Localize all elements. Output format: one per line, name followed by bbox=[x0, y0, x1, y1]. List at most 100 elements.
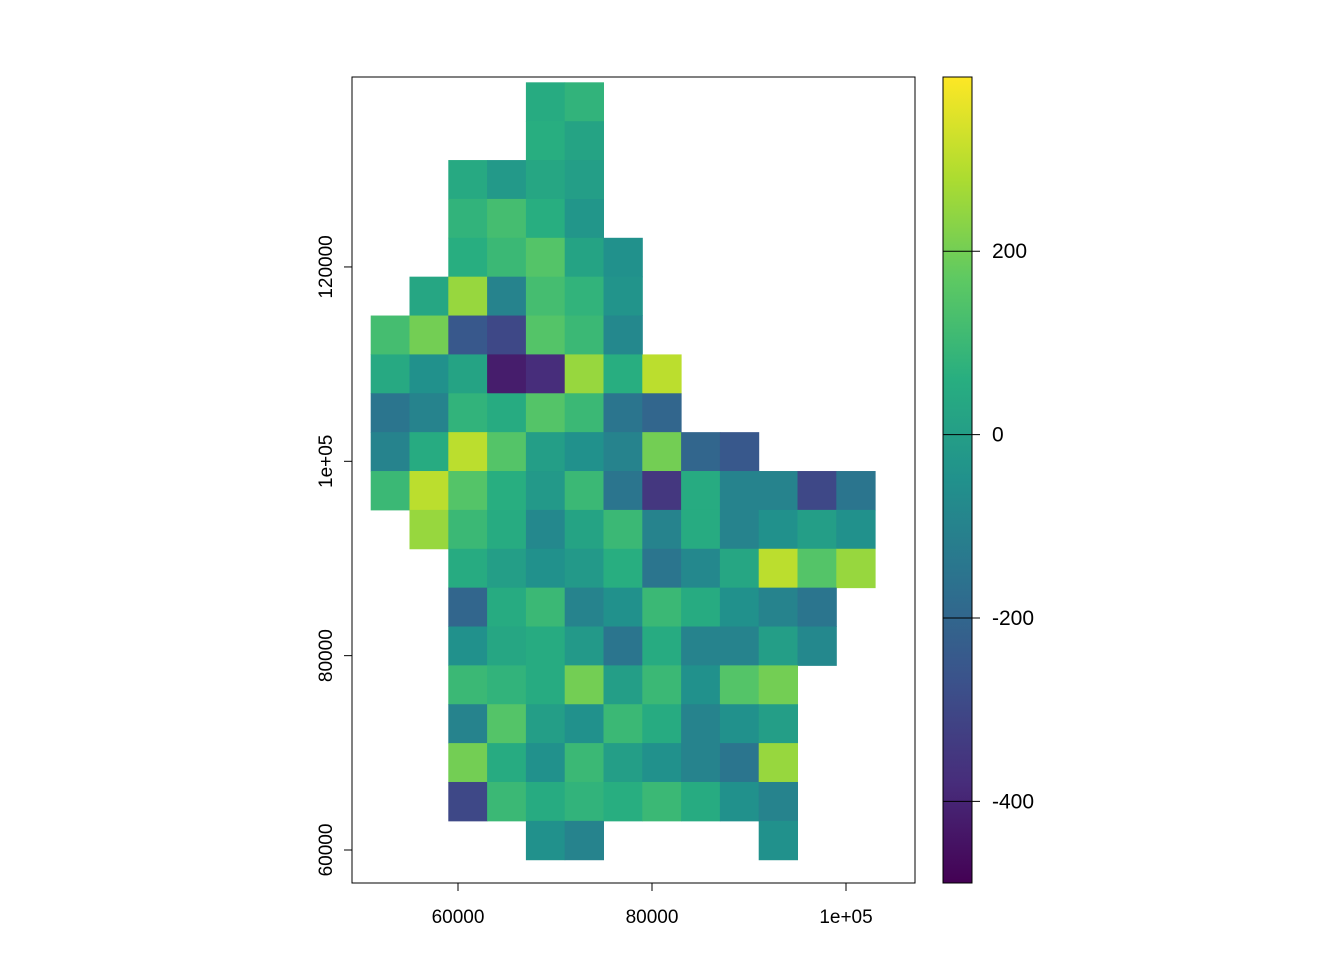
raster-cell bbox=[758, 665, 799, 705]
raster-cell bbox=[797, 509, 837, 550]
raster-cell bbox=[564, 781, 605, 822]
colorbar-tick-label: 0 bbox=[992, 424, 1004, 447]
raster-cell bbox=[681, 781, 721, 822]
raster-cell bbox=[564, 121, 605, 161]
raster-cell bbox=[719, 665, 760, 705]
raster-cell bbox=[409, 393, 449, 433]
raster-cell bbox=[564, 548, 605, 589]
raster-cell bbox=[409, 315, 449, 355]
raster-cell bbox=[525, 743, 566, 783]
raster-cell bbox=[603, 315, 643, 355]
raster-cell bbox=[642, 626, 682, 666]
raster-cell bbox=[564, 393, 605, 433]
raster-cell bbox=[797, 587, 837, 628]
raster-cell bbox=[564, 160, 605, 200]
raster-cell bbox=[642, 704, 682, 744]
raster-cell bbox=[603, 237, 643, 278]
raster-cell bbox=[642, 743, 682, 783]
raster-cell bbox=[525, 121, 566, 161]
colorbar-tick-label: -200 bbox=[992, 607, 1034, 630]
raster-cell bbox=[525, 704, 566, 744]
raster-cell bbox=[797, 548, 837, 589]
raster-cell bbox=[719, 432, 760, 472]
raster-cell bbox=[758, 548, 799, 589]
raster-cell bbox=[642, 432, 682, 472]
raster-cell bbox=[525, 276, 566, 317]
raster-cell bbox=[487, 315, 527, 355]
raster-cell bbox=[409, 432, 449, 472]
raster-cell bbox=[448, 237, 488, 278]
raster-cell bbox=[758, 704, 799, 744]
raster-cell bbox=[487, 704, 527, 744]
raster-cell bbox=[409, 509, 449, 550]
raster-cell bbox=[719, 548, 760, 589]
raster-cell bbox=[525, 820, 566, 861]
raster-cell bbox=[487, 432, 527, 472]
raster-cell bbox=[487, 237, 527, 278]
raster-cell bbox=[797, 626, 837, 666]
raster-cell bbox=[603, 548, 643, 589]
raster-cell bbox=[564, 432, 605, 472]
raster-cell bbox=[525, 237, 566, 278]
raster-cell bbox=[525, 509, 566, 550]
raster-cell bbox=[564, 82, 605, 122]
raster-cell bbox=[681, 509, 721, 550]
raster-cell bbox=[448, 198, 488, 239]
raster-cell bbox=[448, 626, 488, 666]
raster-cell bbox=[525, 471, 566, 511]
raster-cell bbox=[719, 626, 760, 666]
raster-cell bbox=[487, 665, 527, 705]
raster-cell bbox=[758, 781, 799, 822]
raster-cell bbox=[409, 276, 449, 317]
raster-cell bbox=[681, 626, 721, 666]
raster-cell bbox=[448, 587, 488, 628]
raster-cell bbox=[525, 160, 566, 200]
raster-cell bbox=[564, 354, 605, 394]
raster-cell bbox=[487, 587, 527, 628]
raster-cell bbox=[836, 509, 876, 550]
raster-cell bbox=[681, 743, 721, 783]
raster-cell bbox=[564, 276, 605, 317]
x-tick-label: 1e+05 bbox=[819, 907, 872, 928]
raster-cell bbox=[603, 393, 643, 433]
raster-cell bbox=[448, 354, 488, 394]
raster-cell bbox=[448, 781, 488, 822]
raster-cell bbox=[409, 354, 449, 394]
raster-cell bbox=[681, 587, 721, 628]
raster-cell bbox=[448, 665, 488, 705]
colorbar-tick-label: -400 bbox=[992, 790, 1034, 813]
raster-cell bbox=[758, 509, 799, 550]
raster-cell bbox=[370, 354, 411, 394]
raster-cell bbox=[525, 626, 566, 666]
raster-cell bbox=[719, 587, 760, 628]
raster-cell bbox=[448, 548, 488, 589]
raster-cell bbox=[448, 393, 488, 433]
x-tick-label: 80000 bbox=[626, 907, 679, 928]
raster-cell bbox=[525, 315, 566, 355]
raster-cell bbox=[448, 704, 488, 744]
raster-cell bbox=[525, 82, 566, 122]
raster-cell bbox=[603, 626, 643, 666]
raster-cell bbox=[603, 509, 643, 550]
raster-cell bbox=[487, 548, 527, 589]
raster-cell bbox=[681, 548, 721, 589]
raster-cell bbox=[525, 548, 566, 589]
x-tick-label: 60000 bbox=[432, 907, 485, 928]
raster-cell bbox=[487, 626, 527, 666]
raster-cell bbox=[642, 587, 682, 628]
raster-cell bbox=[758, 587, 799, 628]
raster-cell bbox=[836, 548, 876, 589]
raster-cell bbox=[603, 432, 643, 472]
y-tick-label: 60000 bbox=[316, 824, 337, 877]
raster-cell bbox=[681, 665, 721, 705]
raster-cell bbox=[564, 665, 605, 705]
raster-cell bbox=[525, 198, 566, 239]
raster-cell bbox=[642, 354, 682, 394]
raster-cell bbox=[758, 820, 799, 861]
plot-frame bbox=[351, 76, 916, 884]
raster-cell bbox=[758, 743, 799, 783]
raster-cell bbox=[836, 471, 876, 511]
raster-cell bbox=[448, 509, 488, 550]
